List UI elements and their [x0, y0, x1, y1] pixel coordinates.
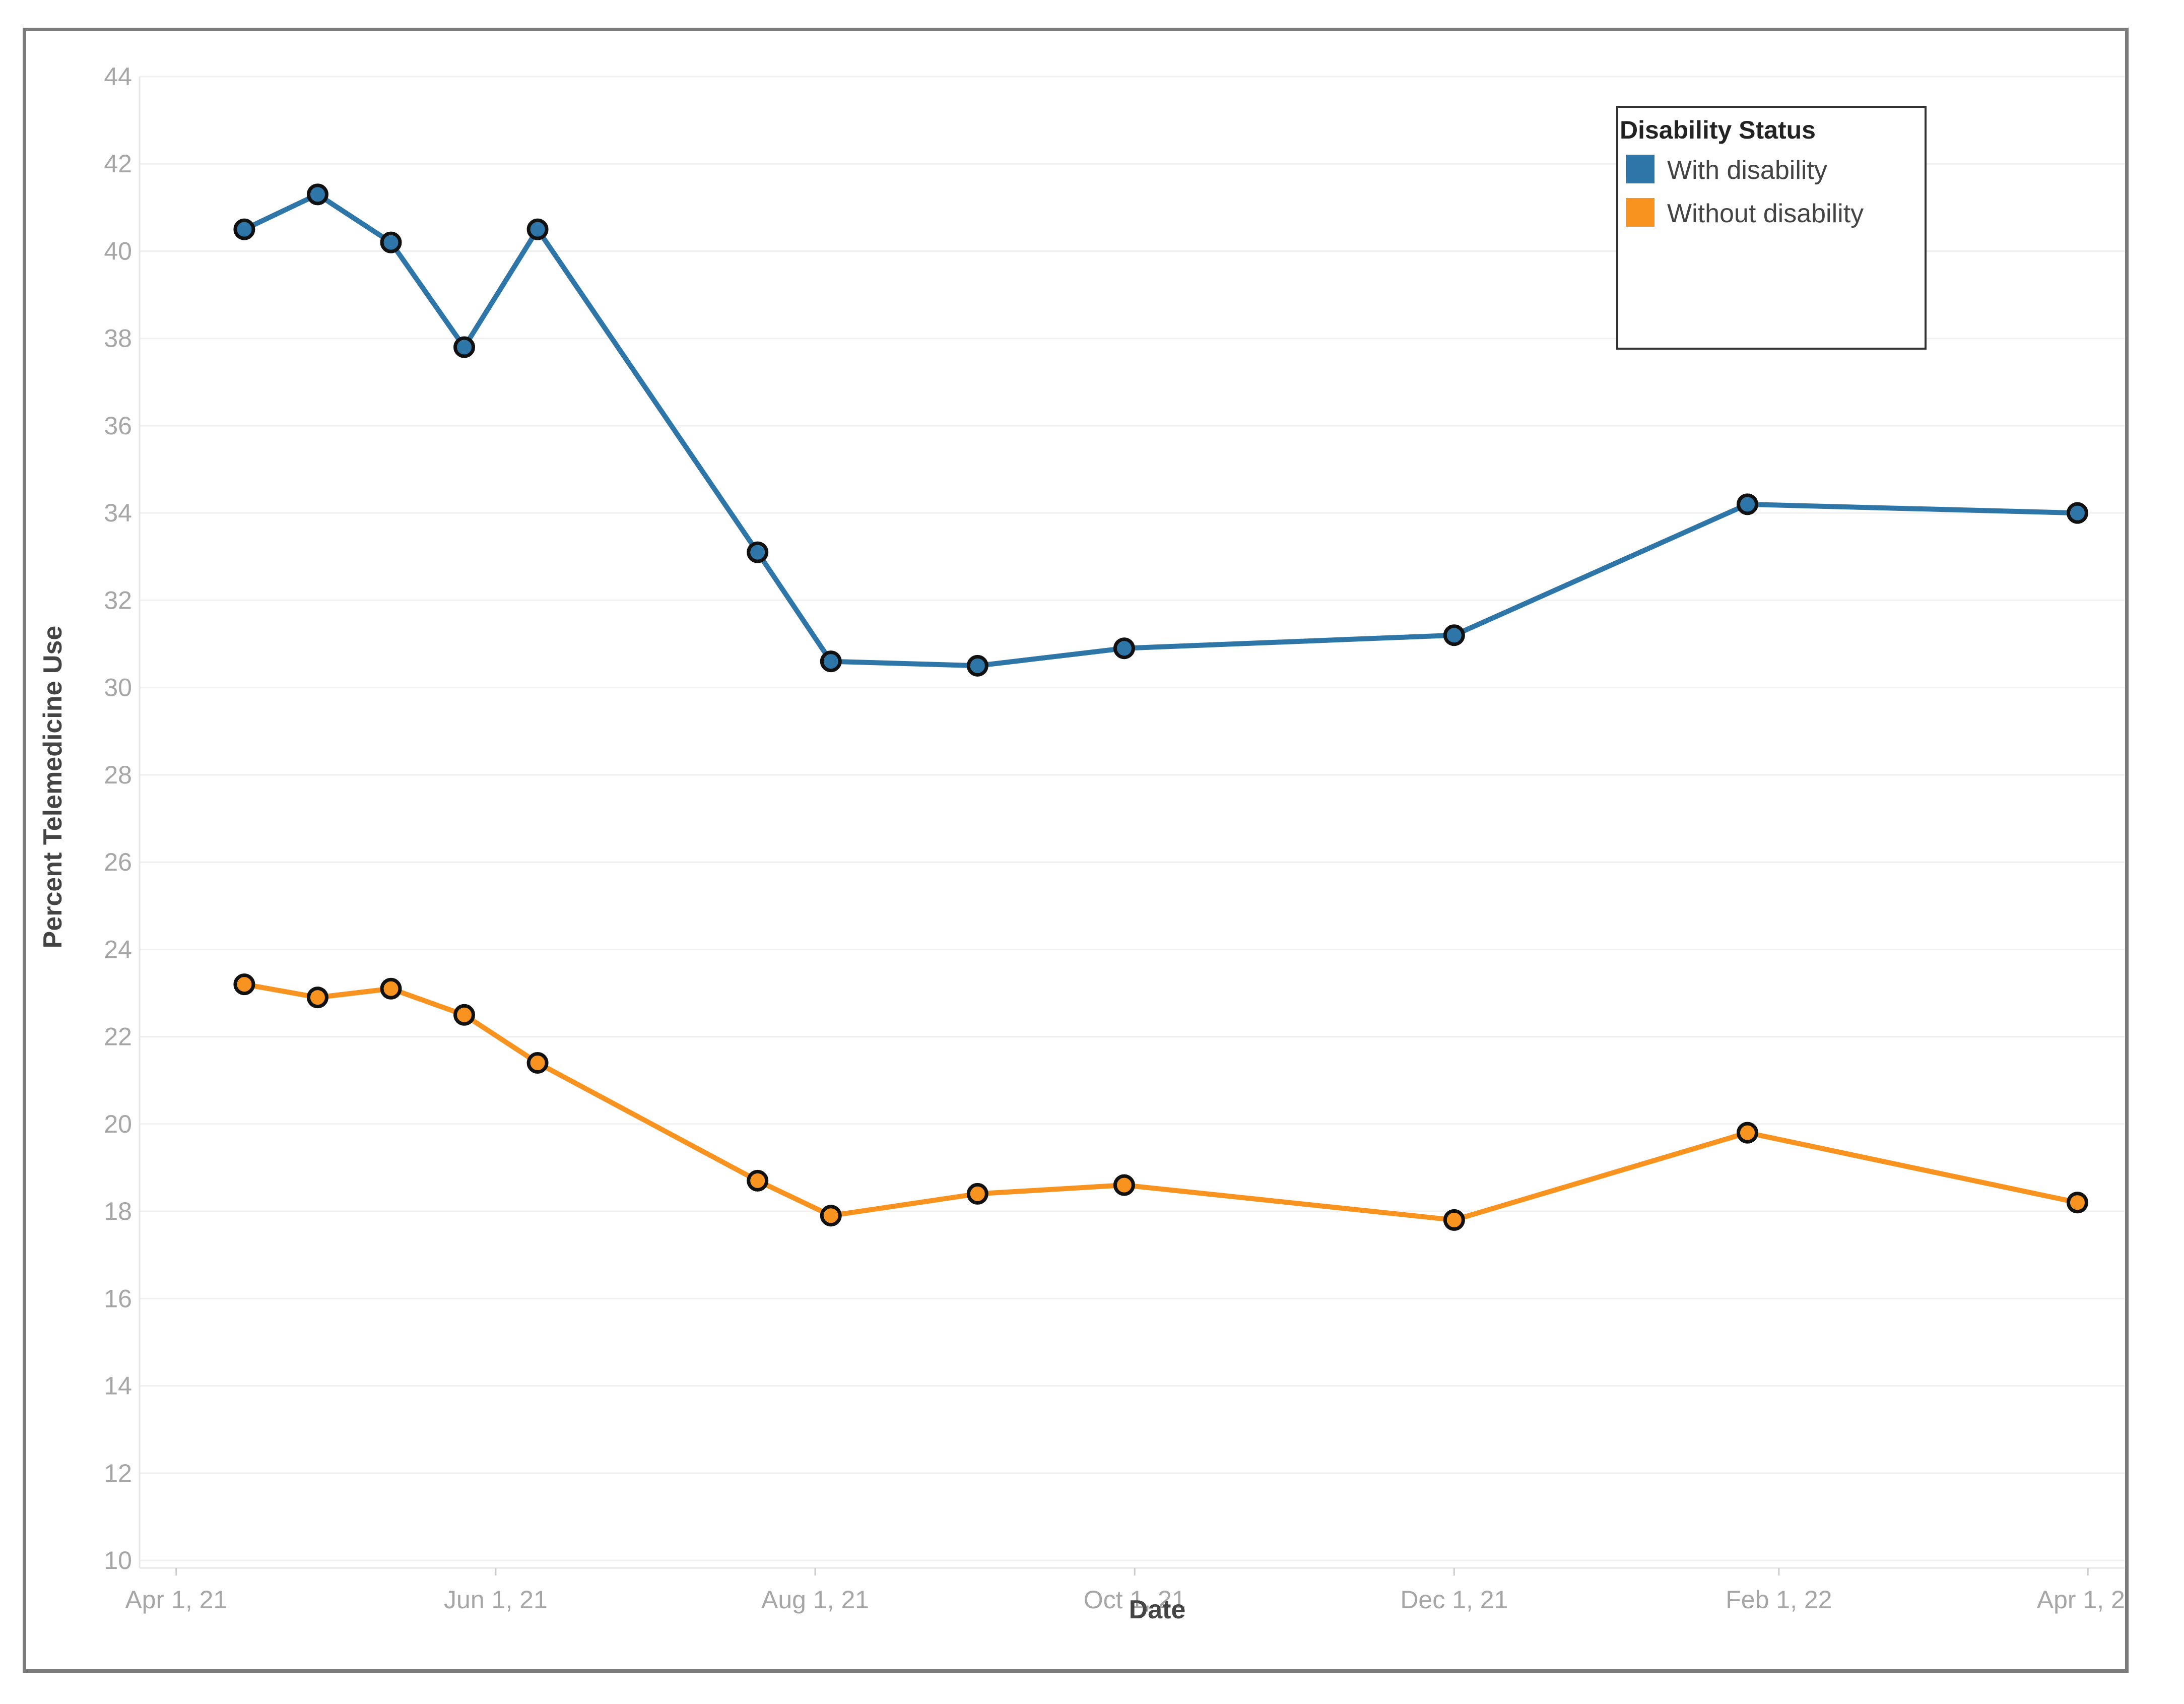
x-tick-label: Apr 1, 21 — [125, 1586, 227, 1614]
y-tick-label: 18 — [104, 1197, 132, 1225]
y-tick-label: 22 — [104, 1023, 132, 1051]
data-point-without-disability — [306, 987, 328, 1009]
y-tick-label: 10 — [104, 1546, 132, 1575]
data-point-with-disability — [453, 336, 476, 358]
data-point-with-disability — [966, 654, 988, 677]
data-point-without-disability — [1443, 1209, 1465, 1231]
y-axis-title: Percent Telemedicine Use — [38, 626, 68, 949]
data-point-with-disability — [306, 183, 328, 206]
legend: Disability Status With disability Withou… — [1616, 106, 1927, 350]
y-tick-label: 16 — [104, 1284, 132, 1313]
data-point-with-disability — [2066, 502, 2088, 524]
legend-label-without-disability: Without disability — [1667, 199, 1864, 228]
data-point-with-disability — [380, 231, 402, 253]
y-tick-label: 36 — [104, 412, 132, 440]
x-axis-ticks: Apr 1, 21 Jun 1, 21 Aug 1, 21 Oct 1, 21 Dec … — [125, 1568, 2125, 1614]
y-tick-label: 26 — [104, 848, 132, 876]
x-tick-label: Oct 1, 21 — [1084, 1586, 1186, 1614]
series-line-with-disability — [241, 191, 2080, 669]
data-point-without-disability — [453, 1004, 476, 1026]
series-line-without-disability — [241, 981, 2080, 1223]
data-point-without-disability — [526, 1052, 549, 1074]
data-point-with-disability — [1443, 624, 1465, 646]
legend-label-with-disability: With disability — [1667, 156, 1827, 185]
y-tick-label: 20 — [104, 1110, 132, 1138]
series-lines — [241, 191, 2080, 1223]
data-point-without-disability — [1113, 1174, 1135, 1196]
y-tick-label: 44 — [104, 62, 132, 91]
data-point-without-disability — [1737, 1122, 1759, 1144]
data-point-with-disability — [233, 218, 255, 240]
data-point-without-disability — [820, 1205, 842, 1227]
data-point-with-disability — [820, 650, 842, 673]
y-tick-label: 38 — [104, 324, 132, 353]
data-point-with-disability — [747, 541, 769, 563]
data-point-with-disability — [526, 218, 549, 240]
legend-box — [1616, 106, 1927, 350]
y-tick-label: 14 — [104, 1372, 132, 1400]
x-tick-label: Aug 1, 21 — [761, 1586, 869, 1614]
y-tick-label: 12 — [104, 1459, 132, 1487]
series-points — [233, 183, 2088, 1231]
legend-swatch-with-disability — [1626, 155, 1654, 183]
x-tick-label: Dec 1, 21 — [1400, 1586, 1508, 1614]
line-chart: 10 12 14 16 18 20 22 24 26 28 30 32 34 36 38 40 42 44 Apr… — [38, 62, 2125, 1624]
legend-swatch-without-disability — [1626, 198, 1654, 227]
x-tick-label: Jun 1, 21 — [444, 1586, 548, 1614]
data-point-without-disability — [233, 973, 255, 996]
y-tick-label: 24 — [104, 935, 132, 963]
gridlines — [140, 76, 2125, 1561]
legend-title: Disability Status — [1620, 116, 1816, 144]
y-tick-label: 40 — [104, 237, 132, 265]
y-tick-label: 42 — [104, 150, 132, 178]
x-tick-label: Apr 1, 22 — [2037, 1586, 2125, 1614]
y-axis-ticks: 10 12 14 16 18 20 22 24 26 28 30 32 34 36 38 40 42 44 — [104, 62, 132, 1575]
y-tick-label: 30 — [104, 674, 132, 702]
data-point-without-disability — [2066, 1192, 2088, 1214]
data-point-with-disability — [1113, 637, 1135, 660]
data-point-without-disability — [380, 977, 402, 1000]
chart-frame: 10 12 14 16 18 20 22 24 26 28 30 32 34 36 38 40 42 44 Apr… — [23, 28, 2129, 1673]
x-tick-label: Feb 1, 22 — [1726, 1586, 1832, 1614]
data-point-without-disability — [966, 1183, 988, 1205]
y-tick-label: 32 — [104, 586, 132, 614]
data-point-without-disability — [747, 1169, 769, 1192]
y-tick-label: 34 — [104, 499, 132, 527]
data-point-with-disability — [1737, 493, 1759, 515]
y-tick-label: 28 — [104, 761, 132, 789]
x-axis-title: Date — [1129, 1595, 1186, 1624]
